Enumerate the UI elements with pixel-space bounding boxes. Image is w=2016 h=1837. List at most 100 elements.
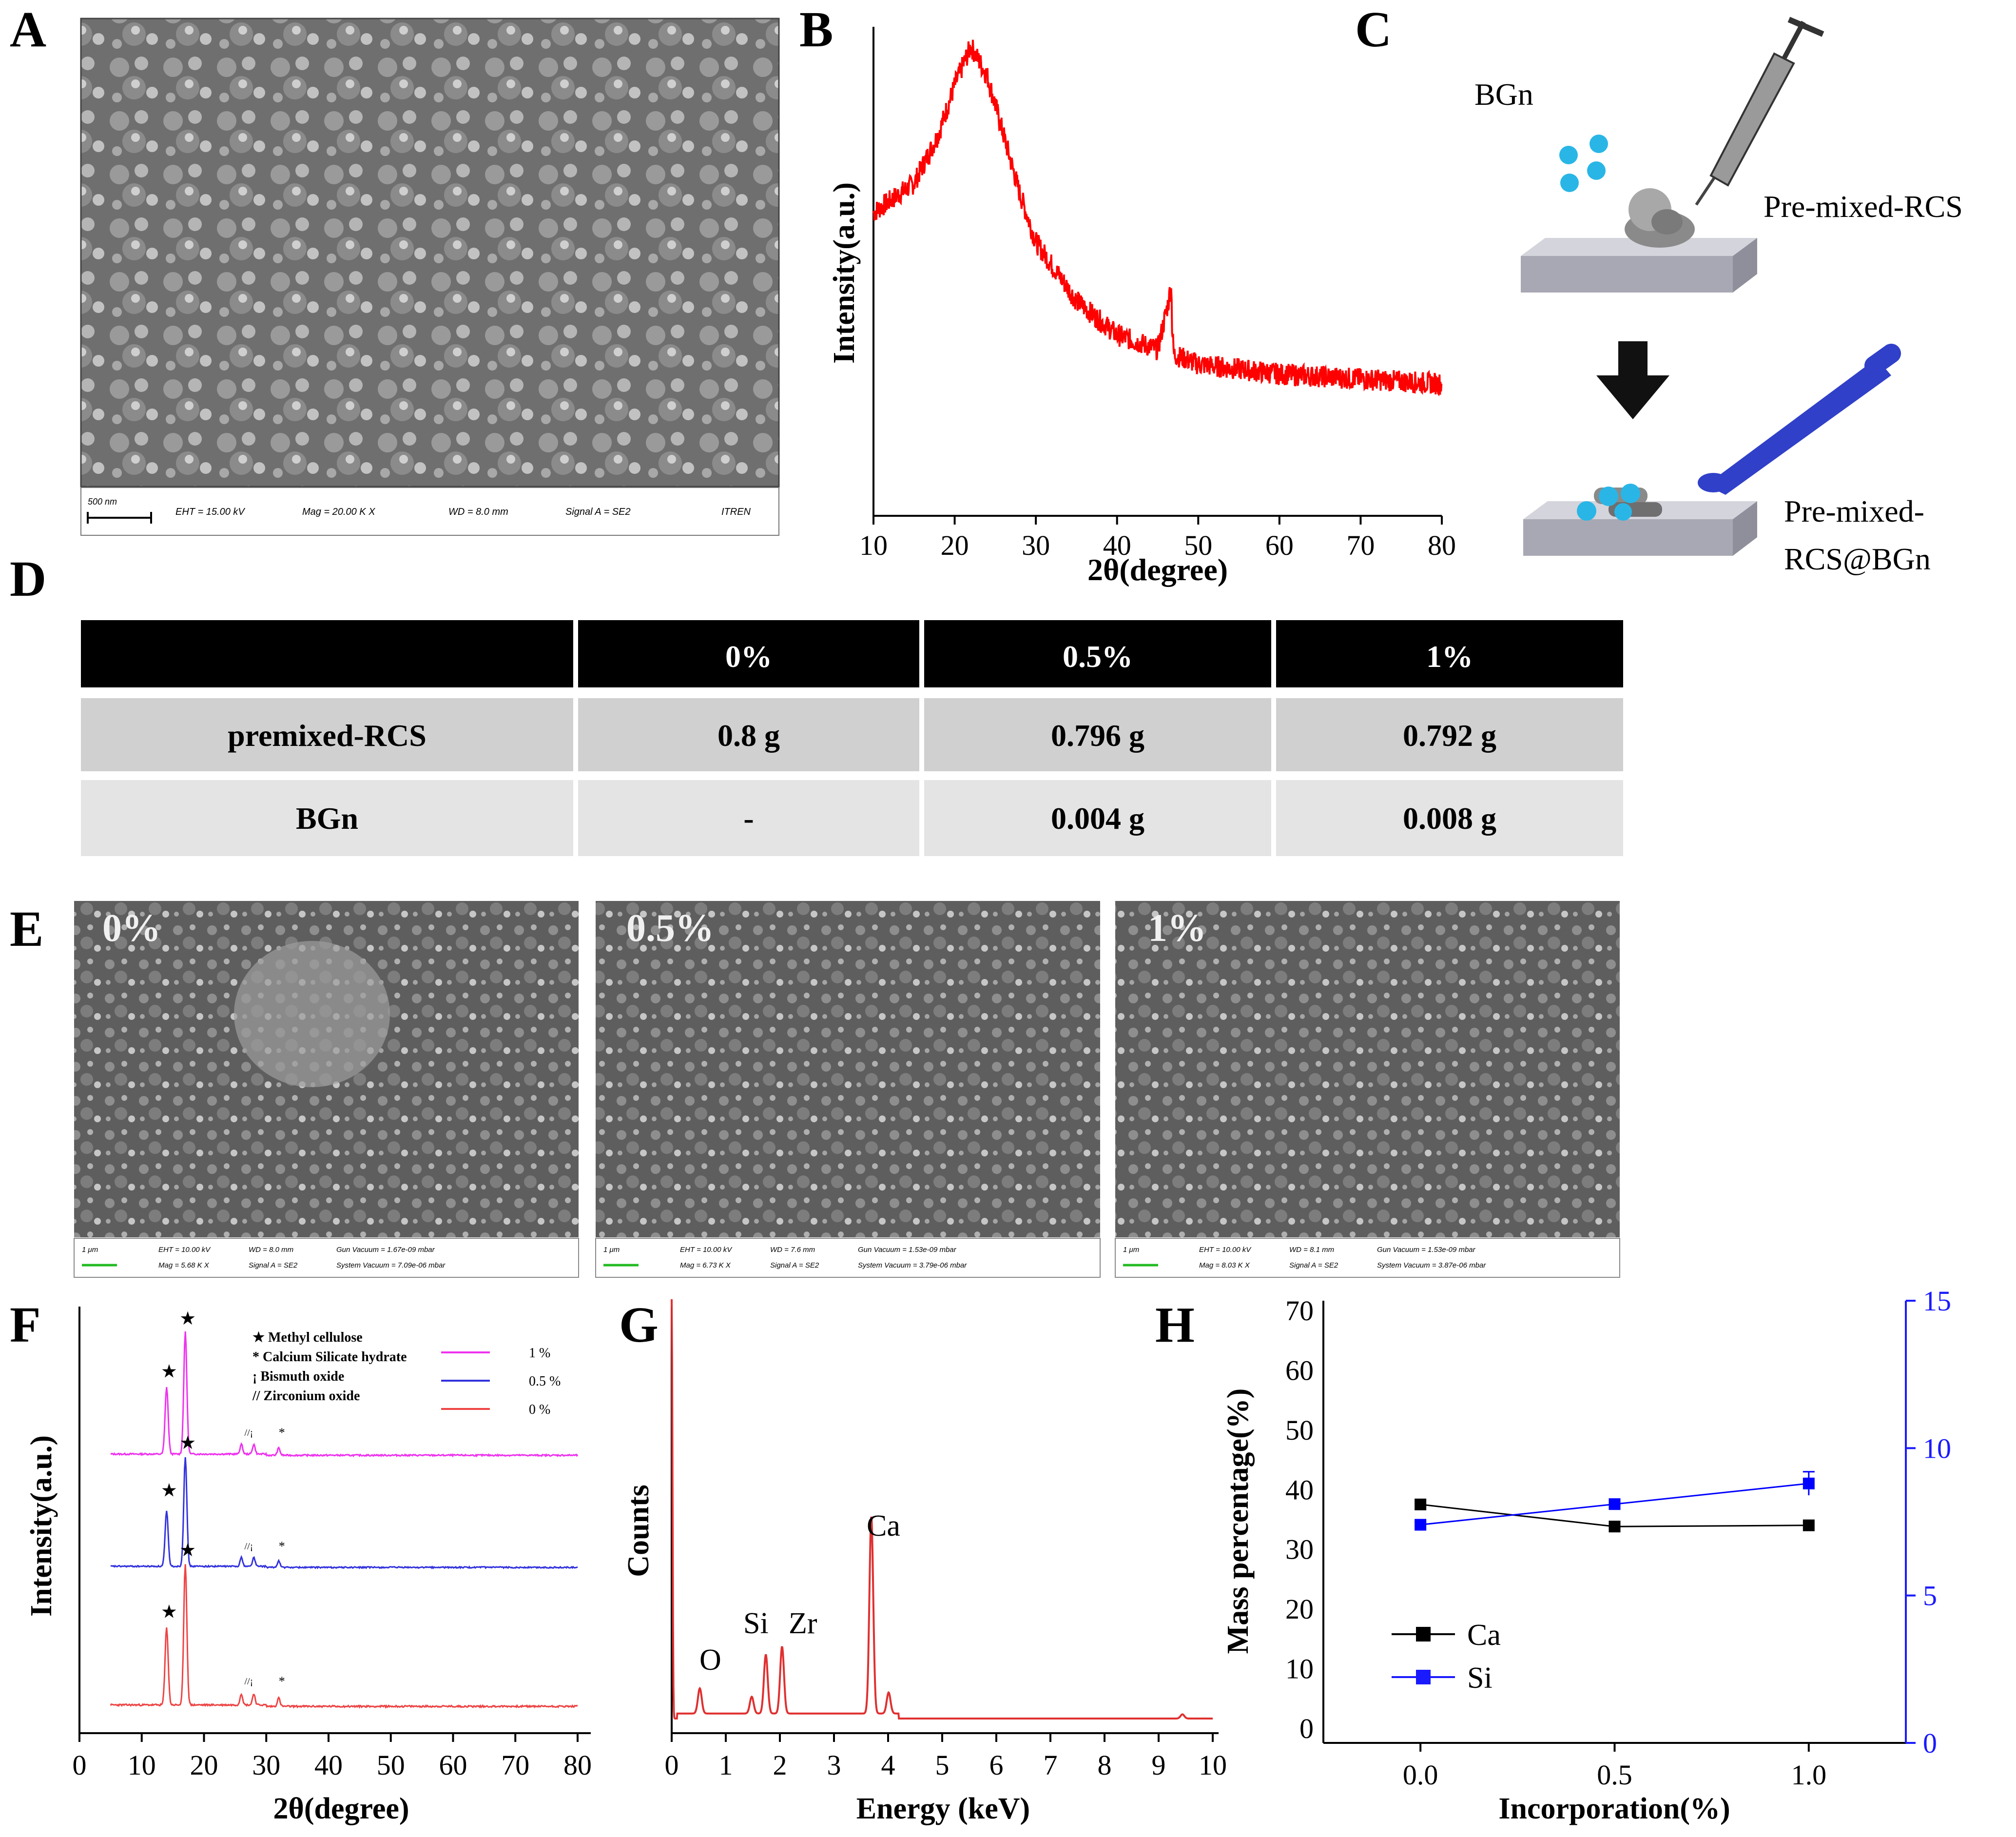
legend-si-label: Si	[1467, 1661, 1493, 1695]
panel-b-tick-label: 20	[941, 529, 969, 561]
panel-g-tick-label: 5	[935, 1749, 950, 1781]
panel-c-bgn-label: BGn	[1474, 77, 1533, 112]
eds-peak-o: O	[699, 1643, 721, 1677]
panel-f-series-line	[110, 1564, 578, 1709]
panel-b-tick-label: 10	[859, 529, 888, 561]
panel-f-tick-label: 30	[252, 1749, 280, 1781]
panel-f-legend-0: 0 %	[529, 1402, 550, 1417]
panel-f-key-3: // Zirconium oxide	[252, 1388, 360, 1404]
panel-f-letter: F	[10, 1297, 41, 1353]
panel-f-legend-1: 1 %	[529, 1346, 550, 1361]
panel-h-si-marker	[1803, 1477, 1815, 1489]
panel-h-right-tick-label: 5	[1923, 1580, 1937, 1612]
panel-a-sem-image: 500 nm EHT = 15.00 kV Mag = 20.00 K X WD…	[80, 18, 780, 536]
panel-f-key-2: ¡ Bismuth oxide	[252, 1369, 344, 1384]
panel-b-tick-label: 70	[1346, 529, 1375, 561]
panel-a-wd: WD = 8.0 mm	[448, 507, 508, 517]
panel-c-schematic: BGn Pre-mixed-RCS	[1474, 17, 1963, 576]
table-cell: -	[743, 801, 754, 836]
panel-h-ylabel: Mass percentage(%)	[1221, 1388, 1255, 1654]
sem-0-scale: 1 μm	[82, 1246, 98, 1254]
panel-g-tick-label: 0	[665, 1749, 679, 1781]
sem-1-eht: EHT = 10.00 kV	[1199, 1246, 1252, 1254]
panel-h-x-tick-label: 0.5	[1597, 1759, 1632, 1791]
premixed-rcs-blob	[1625, 188, 1695, 248]
peak-star-marker: ★	[161, 1602, 177, 1622]
panel-h-ca-marker	[1415, 1498, 1427, 1510]
bgn-particle	[1587, 161, 1606, 180]
panel-h-left-tick-label: 60	[1285, 1354, 1314, 1386]
legend-si-marker	[1416, 1670, 1431, 1684]
panel-g-tick-label: 7	[1044, 1749, 1058, 1781]
sem-1-wd: WD = 8.1 mm	[1289, 1246, 1334, 1254]
panel-a-eht: EHT = 15.00 kV	[175, 507, 245, 517]
panel-h-ca-marker	[1609, 1521, 1621, 1533]
panel-f-chart: 0 10 20 30 40 50 60 70 80 ★ ★ //¡ * ★ ★ //¡ * ★ ★ //¡ * 2θ(…	[25, 1307, 592, 1825]
sem-1-signal: Signal A = SE2	[1289, 1261, 1338, 1270]
panel-f-tick-label: 10	[128, 1749, 156, 1781]
panel-h-left-tick-label: 70	[1285, 1295, 1314, 1327]
sem-0-wd: WD = 8.0 mm	[249, 1246, 293, 1254]
sem-0-5-wd: WD = 7.6 mm	[770, 1246, 815, 1254]
peak-csh-marker: *	[279, 1539, 285, 1553]
panel-b-xlabel: 2θ(degree)	[1087, 552, 1228, 587]
panel-f-tick-label: 40	[314, 1749, 343, 1781]
panel-g-tick-label: 3	[827, 1749, 841, 1781]
peak-csh-marker: *	[279, 1426, 285, 1440]
syringe-icon	[1695, 17, 1824, 206]
panel-b-chart: 10 20 30 40 50 60 70 80 2θ(degree) Intensity(a.…	[828, 27, 1456, 587]
panel-f-ylabel: Intensity(a.u.)	[25, 1435, 58, 1617]
panel-a-mag: Mag = 20.00 K X	[302, 507, 375, 517]
eds-peak-ca: Ca	[867, 1509, 900, 1543]
table-row-premixed-label: premixed-RCS	[228, 718, 426, 753]
table-header-0: 0%	[725, 639, 772, 674]
sem-0-label: 0%	[102, 907, 161, 950]
panel-f-tick-label: 60	[439, 1749, 467, 1781]
panel-g-xlabel: Energy (keV)	[856, 1792, 1030, 1825]
panel-a-scale: 500 nm	[88, 497, 117, 507]
down-arrow-icon	[1596, 341, 1669, 419]
panel-g-tick-label: 2	[773, 1749, 787, 1781]
panel-h-left-tick-label: 30	[1285, 1534, 1314, 1565]
panel-g-tick-label: 8	[1098, 1749, 1112, 1781]
spatula-icon	[1698, 344, 1901, 495]
table-cell: 0.796 g	[1051, 718, 1144, 753]
panel-h-si-marker	[1415, 1519, 1427, 1531]
sem-0-signal: Signal A = SE2	[249, 1261, 298, 1270]
panel-h-left-tick-label: 0	[1299, 1713, 1314, 1744]
panel-h-chart: 0 10 20 30 40 50 60 70 0 5 10 15 0.0 0.5 1.0 Mass perc…	[1221, 1285, 1951, 1825]
panel-f-tick-label: 50	[377, 1749, 405, 1781]
eds-peak-si: Si	[743, 1607, 769, 1640]
sem-1-sys: System Vacuum = 3.87e-06 mbar	[1377, 1261, 1486, 1270]
panel-h-left-tick-label: 20	[1285, 1593, 1314, 1625]
panel-b-tick-label: 40	[1103, 529, 1131, 561]
panel-b-tick-label: 80	[1428, 529, 1456, 561]
sem-0-5-vac: Gun Vacuum = 1.53e-09 mbar	[858, 1246, 957, 1254]
panel-h-x-tick-label: 1.0	[1791, 1759, 1827, 1791]
table-cell: 0.792 g	[1403, 718, 1496, 753]
peak-mix-marker: //¡	[245, 1541, 253, 1552]
panel-b-ylabel: Intensity(a.u.)	[828, 182, 861, 364]
panel-g-tick-label: 6	[989, 1749, 1004, 1781]
table-row-bgn-label: BGn	[296, 801, 358, 836]
table-cell: 0.008 g	[1403, 801, 1496, 836]
table-header-1: 1%	[1426, 639, 1473, 674]
legend-ca-marker	[1416, 1627, 1431, 1642]
panel-c-letter: C	[1355, 1, 1392, 58]
peak-star-marker: ★	[161, 1480, 177, 1501]
table-header-0-5: 0.5%	[1063, 639, 1133, 674]
panel-a-inst: ITREN	[721, 507, 751, 517]
sem-0-5-signal: Signal A = SE2	[770, 1261, 819, 1270]
peak-mix-marker: //¡	[245, 1676, 253, 1687]
panel-f-legend-0-5: 0.5 %	[529, 1374, 561, 1389]
panel-f-tick-label: 0	[73, 1749, 87, 1781]
panel-c-premixed-label: Pre-mixed-RCS	[1764, 189, 1963, 224]
sem-0-mag: Mag = 5.68 K X	[158, 1261, 210, 1270]
panel-g-chart: 0 1 2 3 4 5 6 7 8 9 10 Energy (keV) Counts O Si Zr…	[622, 1299, 1227, 1825]
sem-1-vac: Gun Vacuum = 1.53e-09 mbar	[1377, 1246, 1476, 1254]
panel-c-product-label-1: Pre-mixed-	[1784, 494, 1924, 528]
sem-0-5-mag: Mag = 6.73 K X	[680, 1261, 731, 1270]
panel-g-tick-label: 4	[881, 1749, 895, 1781]
panel-h-left-tick-label: 40	[1285, 1474, 1314, 1505]
panel-b-letter: B	[799, 1, 833, 58]
